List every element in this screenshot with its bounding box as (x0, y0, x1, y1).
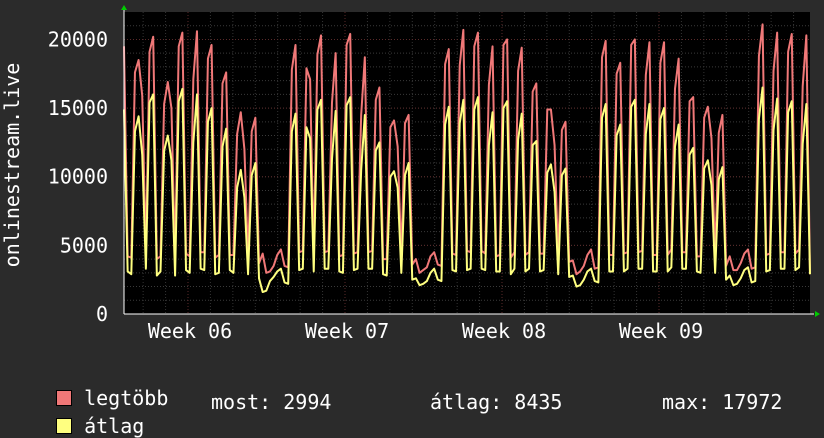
stat-atlag: átlag: 8435 (430, 390, 563, 414)
x-axis-arrow (815, 311, 820, 317)
legend-item-avg: átlag (32, 390, 144, 438)
legend-item-max: legtöbb (32, 362, 168, 410)
x-tick-label: Week 06 (148, 319, 232, 343)
x-tick-label: Week 08 (462, 319, 546, 343)
y-tick-label: 0 (96, 302, 108, 326)
series-line-avg (123, 86, 811, 294)
y-tick-label: 20000 (48, 27, 108, 51)
y-tick-label: 10000 (48, 165, 108, 189)
legend-label-avg: átlag (84, 414, 145, 438)
x-tick-label: Week 07 (305, 319, 389, 343)
y-axis-label: onlinestream.live (0, 63, 24, 268)
y-tick-label: 5000 (60, 233, 108, 257)
legend-swatch-max (56, 390, 73, 406)
x-tick-labels: Week 06 Week 07 Week 08 Week 09 (148, 319, 703, 343)
axes (121, 5, 820, 317)
legend-swatch-avg (56, 418, 73, 434)
stat-max: max: 17972 (662, 390, 783, 414)
legend-label-max: legtöbb (84, 386, 169, 410)
stat-most: most: 2994 (211, 390, 332, 414)
y-tick-labels: 0 5000 10000 15000 20000 (48, 27, 108, 326)
series-layer (123, 23, 811, 294)
y-tick-label: 15000 (48, 96, 108, 120)
x-tick-label: Week 09 (619, 319, 703, 343)
y-axis-arrow (121, 5, 127, 10)
